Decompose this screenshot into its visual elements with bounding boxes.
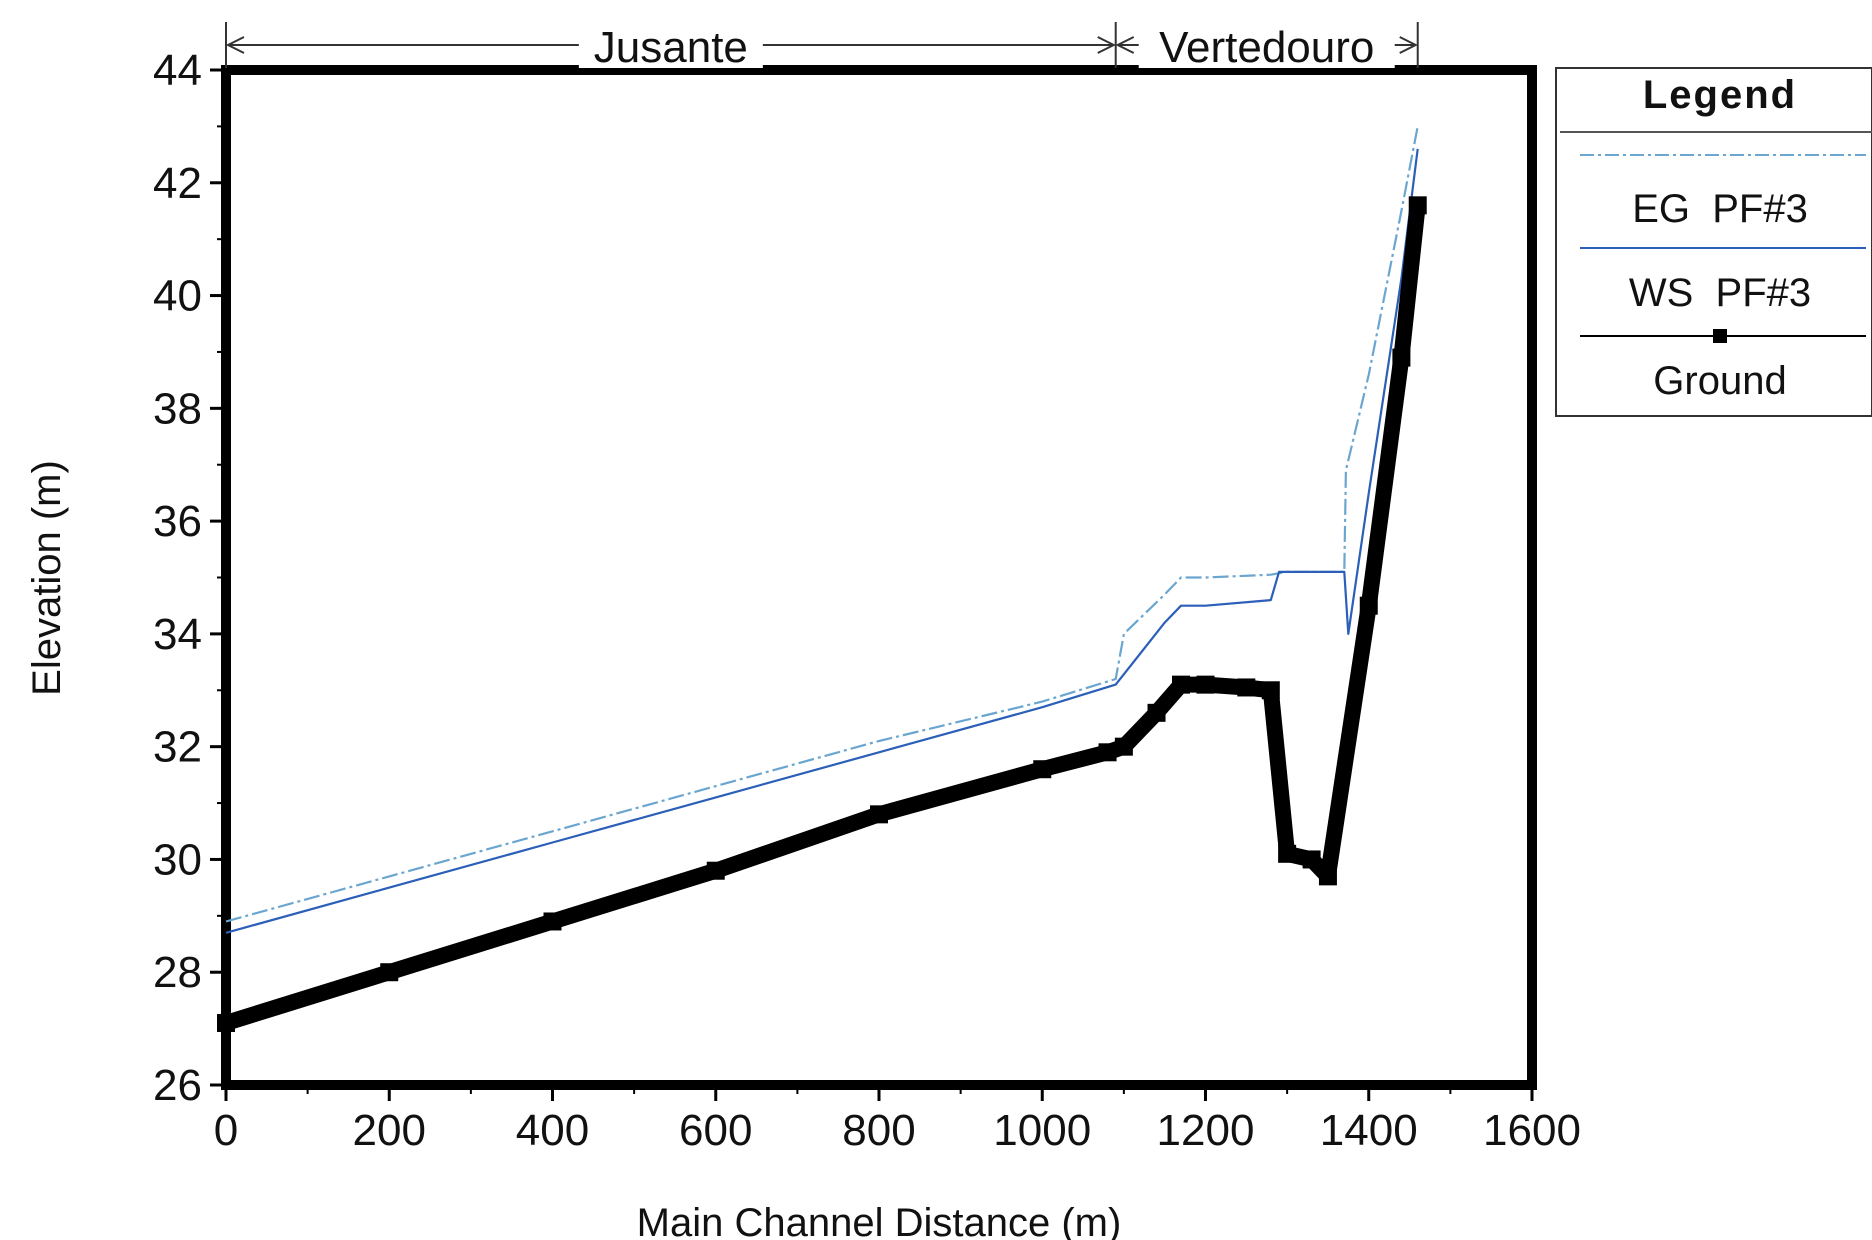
ground-point [1098, 743, 1117, 762]
x-tick-label: 400 [516, 1106, 589, 1155]
ground-point [1408, 196, 1427, 215]
reach-annotations: Jusante Vertedouro [225, 18, 1419, 72]
y-tick-label: 36 [153, 497, 202, 546]
y-tick-label: 42 [153, 159, 202, 208]
series-layer [217, 126, 1427, 1032]
ground-point [1033, 760, 1052, 779]
ground-point [870, 805, 888, 824]
reach-label: Vertedouro [1159, 23, 1374, 72]
y-tick-label: 40 [153, 272, 202, 321]
x-axis-title: Main Channel Distance (m) [637, 1201, 1122, 1240]
legend-label-ground: Ground [1653, 359, 1786, 403]
x-tick-label: 1400 [1320, 1106, 1418, 1155]
ground-point [380, 963, 399, 982]
x-tick-label: 800 [842, 1106, 915, 1155]
reach-arrow-right [1399, 36, 1418, 54]
series-line-ground [223, 204, 1426, 1031]
y-tick-label: 34 [153, 610, 202, 659]
y-axis-title: Elevation (m) [25, 460, 69, 696]
ground-point [1237, 678, 1256, 697]
y-axis-ticks: 26 28 30 32 34 36 38 40 42 44 [153, 46, 226, 1110]
y-tick-label: 28 [153, 948, 202, 997]
ground-point [217, 1013, 235, 1032]
ground-point [1196, 675, 1215, 694]
y-tick-label: 44 [153, 46, 202, 95]
y-tick-label: 30 [153, 835, 202, 884]
ground-point [1261, 681, 1280, 700]
legend: Legend EG PF#3 WS PF#3 Ground [1555, 67, 1872, 417]
legend-label-eg: EG PF#3 [1632, 187, 1808, 231]
series-line-ws [225, 148, 1419, 934]
ground-point [706, 861, 725, 880]
y-tick-label: 32 [153, 723, 202, 772]
reach-label: Jusante [594, 23, 748, 72]
y-tick-label: 38 [153, 384, 202, 433]
x-tick-label: 1200 [1157, 1106, 1255, 1155]
x-tick-label: 600 [679, 1106, 752, 1155]
reach-arrow-left [225, 36, 245, 54]
reach-label-bg [578, 18, 763, 68]
legend-title: Legend [1643, 73, 1797, 117]
x-tick-label: 1000 [993, 1106, 1091, 1155]
ground-point [1114, 737, 1133, 756]
legend-frame [1555, 67, 1872, 417]
ground-point [1172, 675, 1191, 694]
x-tick-label: 1600 [1483, 1106, 1581, 1155]
ground-point [1392, 348, 1411, 367]
plot-frame [221, 65, 1537, 1090]
ground-point [1147, 703, 1166, 722]
x-tick-label: 0 [214, 1106, 238, 1155]
x-tick-label: 200 [353, 1106, 426, 1155]
x-axis-ticks: 0 200 400 600 800 1000 1200 1400 1600 [214, 1085, 1581, 1155]
reach-arrow-left [1115, 36, 1135, 54]
ground-point [1302, 850, 1321, 869]
series-line-eg [225, 126, 1419, 923]
legend-label-ws: WS PF#3 [1629, 271, 1811, 315]
ground-point [1359, 596, 1378, 615]
ground-point [543, 912, 562, 931]
reach-label-bg [1138, 18, 1395, 68]
ground-point [1278, 844, 1297, 863]
legend-swatch-ground-marker [1713, 329, 1727, 343]
reach-arrow-right [1097, 36, 1116, 54]
y-tick-label: 26 [153, 1061, 202, 1110]
ground-point [1318, 867, 1337, 886]
